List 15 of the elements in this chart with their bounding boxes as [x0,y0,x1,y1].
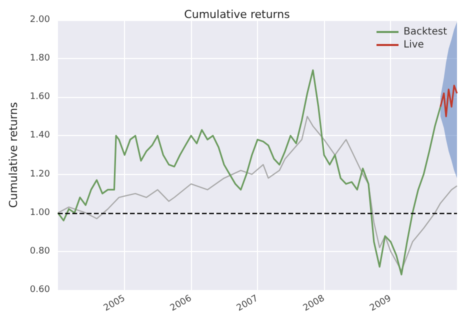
y-tick-label: 1.60 [30,92,50,102]
y-tick-label: 0.80 [30,246,50,256]
y-tick-label: 1.80 [30,54,50,64]
line-series [57,116,458,272]
y-axis-title: Cumulative returns [7,102,20,208]
line-series [57,69,442,276]
y-tick-label: 1.40 [30,130,50,141]
chart-title: Cumulative returns [184,8,290,21]
y-tick-label: 2.00 [30,15,50,25]
legend-label: Backtest [404,26,448,38]
y-tick-label: 1.00 [30,208,50,218]
y-tick-label: 0.60 [30,285,50,295]
y-tick-label: 1.20 [30,169,50,180]
line-series [440,84,458,118]
legend-label: Live [404,40,424,50]
